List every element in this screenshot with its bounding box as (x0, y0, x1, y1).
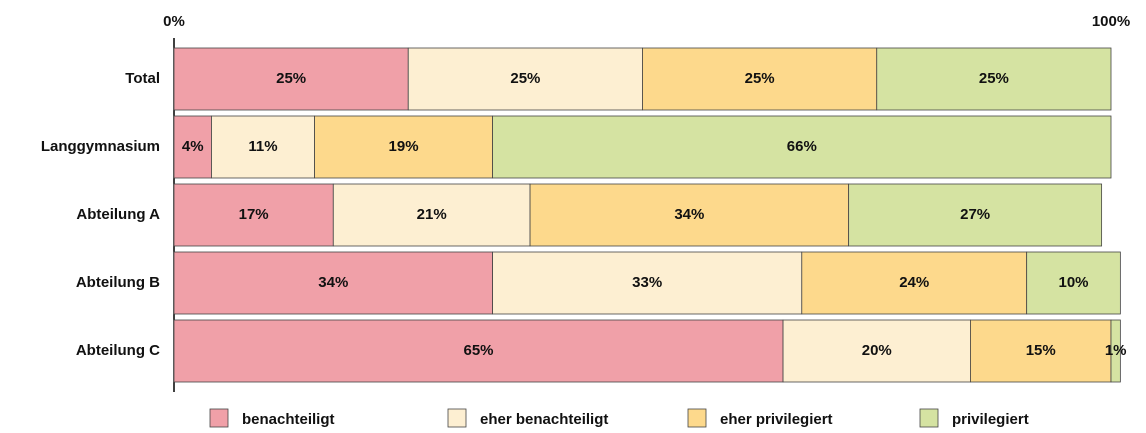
bar-segment (332, 183, 531, 247)
legend-swatch (919, 408, 939, 428)
data-label: 1% (1105, 342, 1127, 359)
legend-label: eher benachteiligt (480, 411, 608, 428)
data-label: 25% (979, 70, 1009, 87)
legend-swatch (447, 408, 467, 428)
data-label: 65% (464, 342, 494, 359)
data-label: 66% (787, 138, 817, 155)
y-tick-label: Langgymnasium (41, 138, 160, 155)
data-label: 21% (417, 206, 447, 223)
bar-segment (492, 115, 1112, 179)
legend-swatch (209, 408, 229, 428)
data-label: 27% (960, 206, 990, 223)
x-tick-label: 100% (1092, 13, 1130, 30)
data-label: 10% (1059, 274, 1089, 291)
data-label: 25% (276, 70, 306, 87)
data-label: 25% (745, 70, 775, 87)
legend-label: privilegiert (952, 411, 1029, 428)
data-label: 20% (862, 342, 892, 359)
bar-segment (642, 47, 878, 111)
bar-segment (848, 183, 1103, 247)
data-label: 25% (510, 70, 540, 87)
bar-segment (1026, 251, 1121, 315)
bar-segment (492, 251, 803, 315)
bar-segment (801, 251, 1028, 315)
data-label: 24% (899, 274, 929, 291)
legend-label: benachteiligt (242, 411, 335, 428)
bar-segment (173, 183, 334, 247)
data-label: 34% (318, 274, 348, 291)
data-label: 4% (182, 138, 204, 155)
y-tick-label: Abteilung B (76, 274, 160, 291)
legend-swatch (687, 408, 707, 428)
data-label: 15% (1026, 342, 1056, 359)
bar-segment (782, 319, 971, 383)
legend-label: eher privilegiert (720, 411, 833, 428)
bar-segment (529, 183, 850, 247)
y-tick-label: Abteilung C (76, 342, 160, 359)
bar-segment (876, 47, 1112, 111)
bar-segment (173, 47, 409, 111)
data-label: 34% (674, 206, 704, 223)
bar-segment (970, 319, 1112, 383)
data-label: 11% (248, 138, 277, 155)
data-label: 17% (239, 206, 269, 223)
data-label: 19% (389, 138, 419, 155)
x-tick-label: 0% (163, 13, 185, 30)
data-label: 33% (632, 274, 662, 291)
bar-segment (1110, 319, 1121, 383)
bar-segment (211, 115, 315, 179)
bar-segment (173, 319, 784, 383)
y-tick-label: Total (125, 70, 160, 87)
bar-segment (407, 47, 643, 111)
bar-segment (173, 251, 493, 315)
y-tick-label: Abteilung A (76, 206, 160, 223)
